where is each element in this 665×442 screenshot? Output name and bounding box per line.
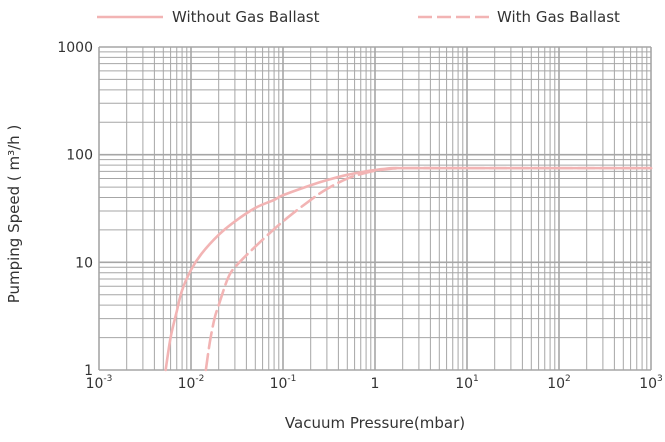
tick-labels: 10-3 10-2 10-1 1 101 102 103 1 10 100 1000 — [57, 40, 662, 392]
y-tick-label: 100 — [66, 148, 93, 164]
legend: Without Gas Ballast With Gas Ballast — [97, 8, 620, 26]
legend-label-without-gas-ballast: Without Gas Ballast — [172, 8, 320, 26]
x-tick-label: 10-1 — [270, 374, 297, 392]
curves — [164, 166, 653, 372]
legend-label-with-gas-ballast: With Gas Ballast — [497, 8, 620, 26]
y-axis-title: Pumping Speed ( m³/h ) — [5, 125, 23, 304]
curve-without-gas-ballast — [164, 166, 653, 372]
x-axis-title: Vacuum Pressure(mbar) — [285, 414, 465, 432]
x-tick-label: 101 — [455, 374, 479, 392]
y-tick-label: 1 — [84, 363, 93, 379]
x-tick-label: 1 — [371, 376, 380, 392]
y-tick-label: 1000 — [57, 40, 93, 56]
x-tick-label: 103 — [639, 374, 663, 392]
x-tick-label: 102 — [547, 374, 571, 392]
x-tick-label: 10-3 — [86, 374, 113, 392]
grid — [98, 46, 652, 371]
y-tick-label: 10 — [75, 255, 93, 271]
curve-with-gas-ballast — [204, 166, 653, 372]
x-tick-label: 10-2 — [178, 374, 205, 392]
